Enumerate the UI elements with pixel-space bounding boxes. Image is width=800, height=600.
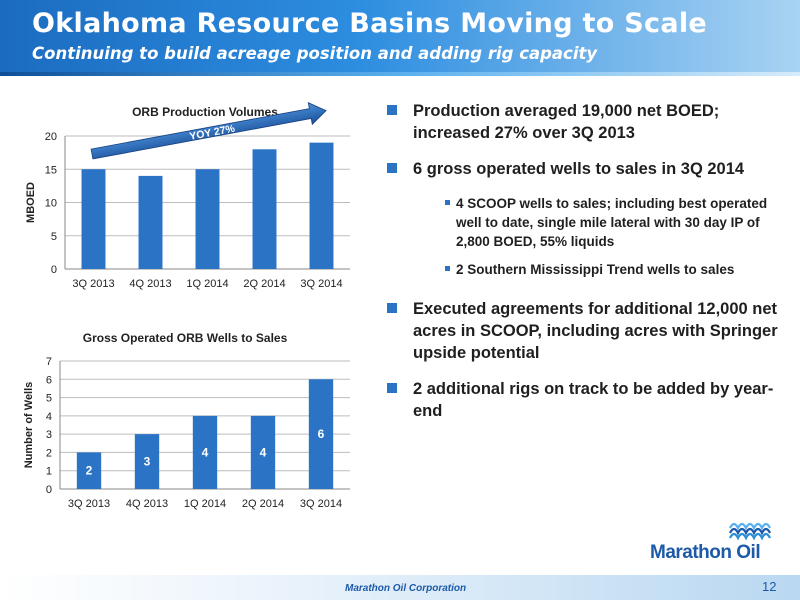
x-tick-label: 4Q 2013	[126, 498, 168, 510]
bullet-square-icon	[387, 163, 397, 173]
header-banner: Oklahoma Resource Basins Moving to Scale…	[0, 0, 800, 76]
bullet-list: Production averaged 19,000 net BOED; inc…	[386, 100, 786, 436]
y-tick-label: 0	[51, 264, 57, 276]
y-tick-label: 10	[45, 198, 57, 210]
bar	[252, 149, 277, 269]
y-tick-label: 0	[46, 484, 52, 496]
yoy-arrow-shape	[90, 102, 327, 160]
x-tick-label: 3Q 2014	[300, 278, 342, 290]
bullet-square-icon	[387, 105, 397, 115]
bar-data-label: 4	[202, 445, 209, 459]
x-tick-label: 3Q 2014	[300, 498, 342, 510]
bar	[309, 142, 334, 269]
bar-data-label: 3	[144, 455, 151, 469]
footer-bar: Marathon Oil Corporation 12	[0, 575, 800, 600]
y-axis-label: Number of Wells	[23, 382, 35, 469]
sub-bullet-square-icon	[445, 266, 450, 271]
x-tick-label: 1Q 2014	[186, 278, 228, 290]
sub-bullet-square-icon	[445, 200, 450, 205]
yoy-annotation: YOY 27%	[188, 123, 236, 143]
bar	[195, 169, 220, 269]
sub-bullet-mississippi: 2 Southern Mississippi Trend wells to sa…	[386, 260, 786, 279]
y-tick-label: 1	[46, 466, 52, 478]
sub-bullet-scoop: 4 SCOOP wells to sales; including best o…	[386, 194, 786, 251]
header-accent-line	[0, 72, 800, 76]
page-subtitle: Continuing to build acreage position and…	[32, 44, 598, 63]
bullet-square-icon	[387, 383, 397, 393]
bar-data-label: 6	[318, 427, 325, 441]
bar	[308, 379, 334, 489]
bar	[192, 415, 218, 489]
y-tick-label: 4	[46, 411, 52, 423]
y-tick-label: 5	[46, 393, 52, 405]
logo-wordmark: Marathon Oil	[650, 542, 761, 563]
bar	[138, 175, 163, 269]
y-tick-label: 6	[46, 374, 52, 386]
y-axis-label: MBOED	[25, 182, 37, 223]
bar-data-label: 2	[86, 464, 93, 478]
y-tick-label: 7	[46, 356, 52, 368]
y-tick-label: 20	[45, 131, 57, 143]
page-title: Oklahoma Resource Basins Moving to Scale	[32, 8, 708, 39]
bullet-wells: 6 gross operated wells to sales in 3Q 20…	[386, 158, 786, 180]
bullet-acreage: Executed agreements for additional 12,00…	[386, 298, 786, 364]
bar	[76, 452, 102, 489]
y-tick-label: 3	[46, 429, 52, 441]
bar-data-label: 4	[260, 445, 267, 459]
production-volumes-chart: ORB Production Volumes 0 5 10 15 20 MBOED 3Q 20…	[25, 102, 350, 290]
x-tick-label: 2Q 2014	[243, 278, 285, 290]
y-tick-label: 15	[45, 164, 57, 176]
x-tick-label: 3Q 2013	[72, 278, 114, 290]
bullet-production: Production averaged 19,000 net BOED; inc…	[386, 100, 786, 144]
bar	[250, 415, 276, 489]
bullet-rigs: 2 additional rigs on track to be added b…	[386, 378, 786, 422]
x-tick-label: 1Q 2014	[184, 498, 226, 510]
chart-title: Gross Operated ORB Wells to Sales	[83, 331, 288, 345]
bar	[134, 434, 160, 489]
y-tick-label: 5	[51, 231, 57, 243]
page-number: 12	[762, 579, 777, 594]
x-tick-label: 3Q 2013	[68, 498, 110, 510]
chart-title: ORB Production Volumes	[132, 105, 278, 119]
marathon-oil-logo-icon	[729, 522, 771, 541]
bar	[81, 169, 106, 269]
x-tick-label: 4Q 2013	[129, 278, 171, 290]
bullet-square-icon	[387, 303, 397, 313]
wells-to-sales-chart: Gross Operated ORB Wells to Sales 0 1 2 3 4 5 6…	[23, 331, 350, 510]
y-tick-label: 2	[46, 447, 52, 459]
footer-corp-name: Marathon Oil Corporation	[345, 583, 467, 594]
x-tick-label: 2Q 2014	[242, 498, 284, 510]
